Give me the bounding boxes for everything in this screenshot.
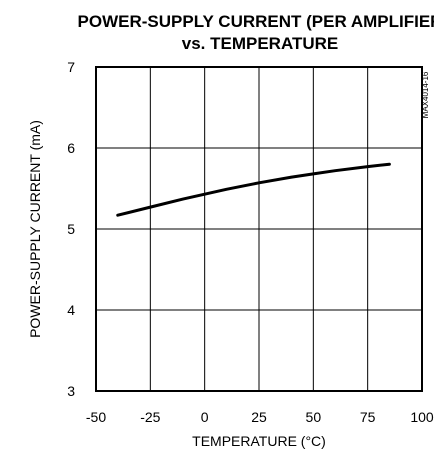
y-tick-label: 5 (67, 221, 75, 237)
series-layer (116, 162, 391, 217)
x-tick-label: -25 (140, 409, 160, 425)
chart-title-line-1: POWER-SUPPLY CURRENT (PER AMPLIFIER (78, 12, 434, 31)
y-tick-label: 3 (67, 383, 75, 399)
x-tick-labels: -50 -25 0 25 50 75 100 (86, 409, 434, 425)
y-axis-label: POWER-SUPPLY CURRENT (mA) (27, 120, 43, 338)
chart-title-line-2: vs. TEMPERATURE (182, 34, 339, 53)
y-tick-label: 7 (67, 59, 75, 75)
grid-lines (96, 67, 422, 391)
x-axis-label: TEMPERATURE (°C) (192, 433, 326, 449)
y-tick-label: 4 (67, 302, 75, 318)
plot-frame (95, 66, 423, 392)
x-tick-label: 25 (251, 409, 267, 425)
figure-id: MAX4014-16 (421, 71, 430, 118)
x-tick-label: 50 (306, 409, 322, 425)
x-tick-label: 100 (410, 409, 434, 425)
x-tick-label: 0 (201, 409, 209, 425)
y-tick-labels: 3 4 5 6 7 (67, 59, 75, 399)
x-tick-label: 75 (360, 409, 376, 425)
y-tick-label: 6 (67, 140, 75, 156)
x-tick-label: -50 (86, 409, 106, 425)
series-line (116, 162, 391, 217)
